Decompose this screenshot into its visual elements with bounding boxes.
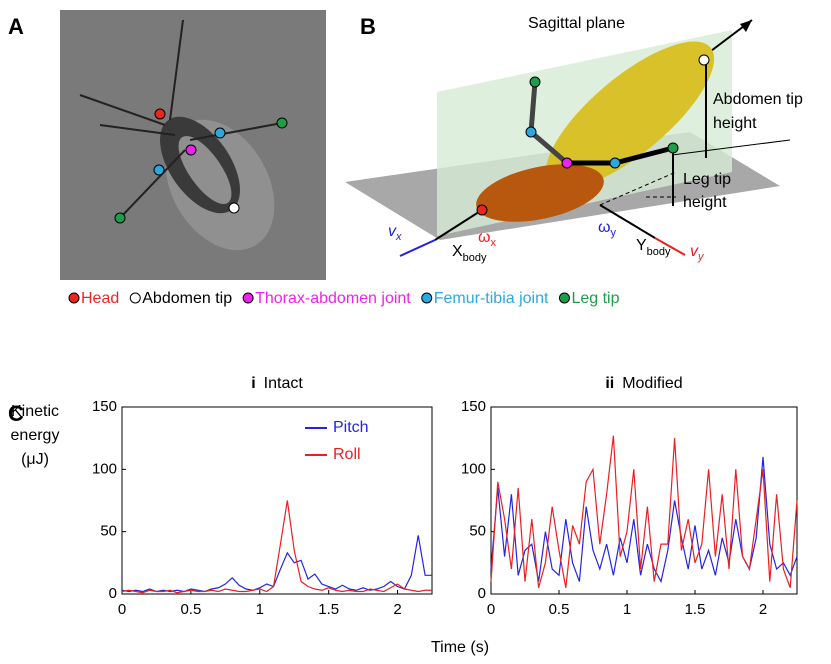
y-axis-label: (μJ) [21,451,49,468]
legend-label: Femur-tibia joint [434,290,549,307]
y-tick-label: 150 [92,398,117,415]
legend-marker [421,292,433,304]
chart-title-text: Modified [622,375,682,392]
diagram-label: Xbody [452,243,487,264]
y-tick-label: 100 [461,460,486,477]
line-series [490,456,798,584]
chart-title-number: ii [605,375,614,392]
x-tick-label: 1 [623,601,631,618]
chart-title-number: i [251,375,255,392]
y-tick-label: 0 [109,585,117,602]
x-tick-label: 1.5 [318,601,339,618]
diagram-label: ωx [478,229,497,249]
y-axis-label: energy [11,427,60,444]
chart-title-text: Intact [264,375,304,392]
diagram-label: Sagittal plane [528,15,625,32]
diagram-label: vx [388,223,402,243]
diagram-label: ωy [598,219,617,239]
legend-label: Leg tip [571,290,619,307]
x-tick-label: 0 [487,601,495,618]
diagram-label: Ybody [636,237,671,258]
x-tick-label: 0 [118,601,126,618]
line-series [490,435,798,588]
legend-marker [129,292,141,304]
y-tick-label: 100 [92,460,117,477]
panel-label: C [8,401,24,426]
diagram [345,19,791,257]
legend-marker [558,292,570,304]
line-series [121,500,432,594]
legend-label: Roll [333,446,361,463]
x-tick-label: 0.5 [549,601,570,618]
y-tick-label: 50 [469,523,486,540]
legend-marker [68,292,80,304]
panel-label: A [8,14,24,39]
x-axis-label: Time (s) [431,639,489,656]
y-tick-label: 150 [461,398,486,415]
diagram-label: height [713,115,757,132]
diagram-label: Abdomen tip [713,91,803,108]
legend-label: Abdomen tip [142,290,232,307]
y-axis-label: Kinetic [11,403,59,420]
legend-label: Pitch [333,419,369,436]
x-tick-label: 2 [759,601,767,618]
plot-frame [121,406,433,595]
legend-label: Head [81,290,119,307]
panel-label: B [360,14,376,39]
chart-title: i Intact [251,375,303,392]
y-tick-label: 0 [478,585,486,602]
chart-title: ii Modified [605,375,682,392]
y-tick-label: 50 [100,523,117,540]
x-tick-label: 2 [393,601,401,618]
diagram-label: vy [690,243,705,263]
diagram-label: height [683,194,727,211]
x-tick-label: 1.5 [685,601,706,618]
x-tick-label: 1 [256,601,264,618]
x-tick-label: 0.5 [180,601,201,618]
diagram-label: Leg tip [683,171,731,188]
photo [60,10,326,280]
legend-label: Thorax-abdomen joint [255,290,411,307]
legend-marker [242,292,254,304]
